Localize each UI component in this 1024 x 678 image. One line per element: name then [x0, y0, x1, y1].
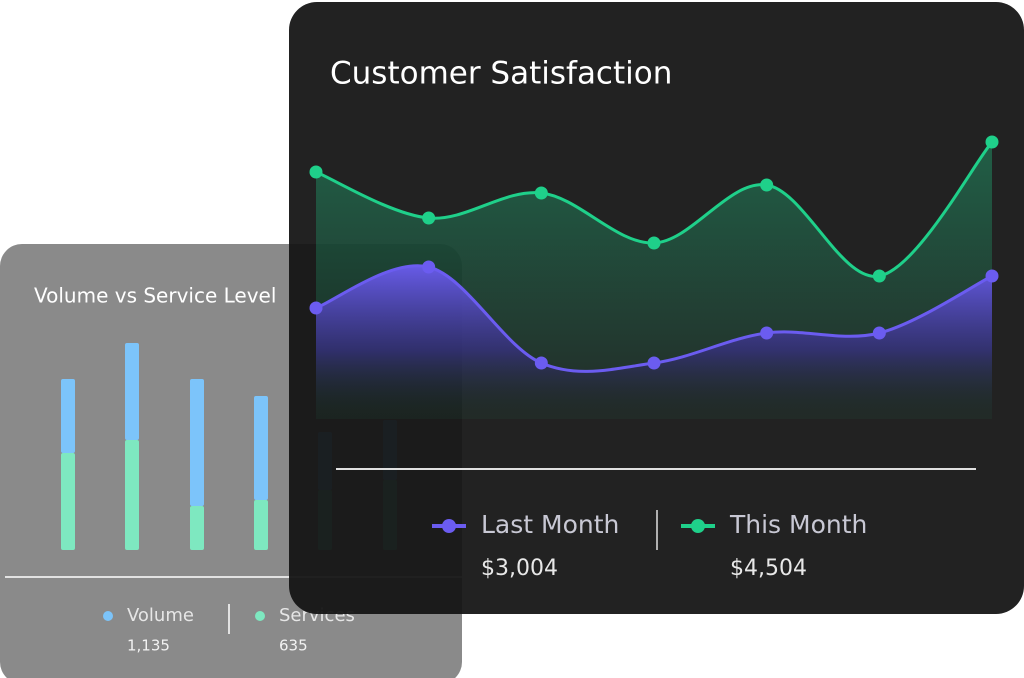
point: [309, 165, 323, 179]
legend-dot: [691, 519, 705, 533]
legend-dot: [442, 519, 456, 533]
point: [534, 186, 548, 200]
legend-label: Last Month: [481, 510, 619, 539]
chart-title: Customer Satisfaction: [330, 56, 672, 92]
legend-dot: [103, 611, 113, 621]
bar-segment: [190, 506, 204, 550]
satisfaction-panel: Customer Satisfaction Last Month $3,004 Th…: [289, 2, 1024, 614]
bar-segment: [61, 379, 75, 453]
legend-value: 635: [279, 637, 308, 655]
bar-segment: [254, 396, 268, 500]
legend-value: 1,135: [127, 637, 170, 655]
bar-segment: [61, 453, 75, 550]
legend-value: $3,004: [481, 556, 558, 581]
bar-segment: [125, 343, 139, 440]
point: [872, 269, 886, 283]
area-fill: [316, 265, 992, 419]
point: [985, 269, 999, 283]
point: [422, 260, 436, 274]
legend-dot: [255, 611, 265, 621]
point: [309, 301, 323, 315]
legend-value: $4,504: [730, 556, 807, 581]
point: [985, 135, 999, 149]
bar-segment: [190, 379, 204, 506]
bar-segment: [125, 440, 139, 550]
point: [647, 236, 661, 250]
point: [872, 326, 886, 340]
point: [422, 211, 436, 225]
point: [760, 178, 774, 192]
legend-label: This Month: [729, 510, 867, 539]
point: [760, 326, 774, 340]
bar-segment: [254, 500, 268, 550]
point: [647, 356, 661, 370]
legend-label: Volume: [127, 605, 194, 626]
point: [534, 356, 548, 370]
chart-title: Volume vs Service Level: [34, 284, 276, 308]
